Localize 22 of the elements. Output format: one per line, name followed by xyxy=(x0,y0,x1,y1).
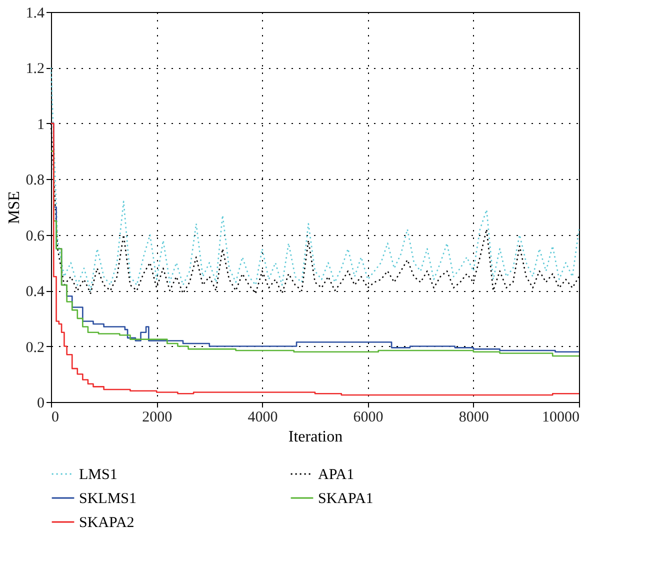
x-tick-label: 8000 xyxy=(458,410,489,426)
x-tick-label: 2000 xyxy=(142,410,172,426)
line-series xyxy=(50,67,580,292)
legend-label: SKAPA1 xyxy=(318,491,374,507)
y-tick-label: 0 xyxy=(37,396,44,412)
x-tick-label: 4000 xyxy=(248,410,278,426)
legend-label: SKLMS1 xyxy=(79,491,137,507)
legend-label: LMS1 xyxy=(79,467,118,483)
y-tick-label: 0.2 xyxy=(26,340,44,356)
legend-label: SKAPA2 xyxy=(79,515,134,531)
y-axis-title: MSE xyxy=(6,191,23,224)
x-tick-label: 6000 xyxy=(353,410,384,426)
y-tick-label: 0.4 xyxy=(26,284,45,300)
y-tick-label: 0.6 xyxy=(26,228,45,244)
x-tick-label: 0 xyxy=(52,410,59,426)
x-tick-label: 10000 xyxy=(542,410,580,426)
y-tick-label: 1.4 xyxy=(26,6,45,22)
legend-label: APA1 xyxy=(318,467,354,483)
y-tick-label: 0.8 xyxy=(26,172,44,189)
y-tick-label: 1.2 xyxy=(26,61,44,78)
y-tick-label: 1 xyxy=(37,116,44,133)
x-axis-title: Iteration xyxy=(288,428,343,446)
